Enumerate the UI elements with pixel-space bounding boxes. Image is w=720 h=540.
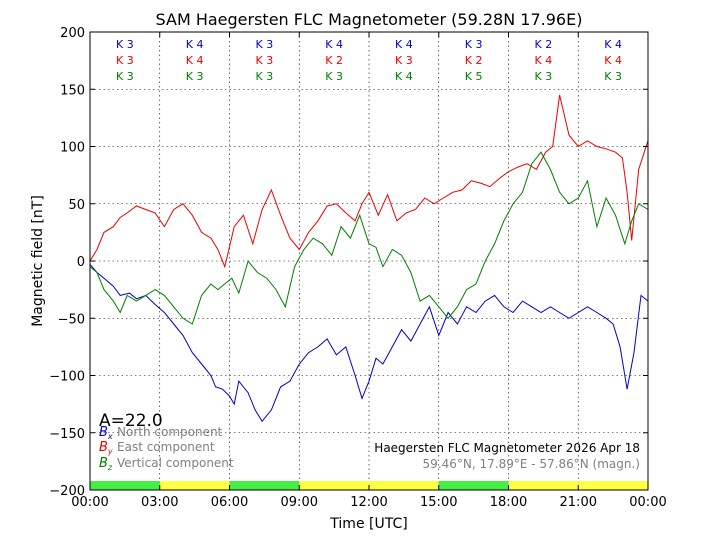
legend-entry-vertical: Bz Vertical component	[99, 456, 234, 472]
k-index-label: K 4	[535, 54, 553, 67]
y-tick-label: 50	[68, 198, 85, 213]
y-tick-label: −200	[49, 484, 85, 499]
chart-title: SAM Haegersten FLC Magnetometer (59.28N …	[156, 10, 583, 29]
y-tick-label: −150	[49, 427, 85, 442]
y-tick-label: 100	[60, 141, 85, 156]
gridlines	[90, 32, 648, 490]
k-index-label: K 4	[186, 54, 204, 67]
legend-label: East component	[117, 440, 215, 454]
k-index-label: K 3	[116, 54, 134, 67]
legend-entry-north: Bx North component	[99, 425, 223, 441]
y-tick-label: 0	[77, 255, 85, 270]
k-index-label: K 3	[256, 54, 274, 67]
k-index-label: K 3	[535, 70, 553, 83]
k-index-label: K 2	[535, 38, 553, 51]
legend-label: Vertical component	[117, 456, 234, 470]
k-index-label: K 4	[604, 38, 622, 51]
k-index-label: K 4	[604, 54, 622, 67]
data-series	[89, 94, 649, 423]
activity-band-segment	[369, 481, 439, 490]
k-index-label: K 3	[256, 38, 274, 51]
activity-band	[90, 481, 648, 490]
y-tick-label: −50	[58, 312, 85, 327]
k-index-label: K 3	[116, 70, 134, 83]
k-index-table: K 3 K 4 K 3 K 4 K 4 K 3 K 2 K 4 K 3 K 4 K 3 K 2 K 3 K…	[116, 38, 622, 83]
x-tick-label: 00:00	[71, 495, 108, 510]
x-tick-label: 00:00	[629, 495, 666, 510]
k-index-label: K 5	[465, 70, 483, 83]
legend-label: North component	[117, 425, 223, 439]
legend: Bx North component By East component Bz …	[99, 425, 234, 472]
x-tick-label: 03:00	[141, 495, 178, 510]
k-index-label: K 4	[395, 38, 413, 51]
series-line-vertical-component	[89, 151, 649, 325]
legend-symbol: By	[99, 440, 113, 456]
y-tick-label: 150	[60, 83, 85, 98]
x-tick-label: 09:00	[281, 495, 318, 510]
activity-band-segment	[229, 481, 300, 490]
activity-band-segment	[299, 481, 369, 490]
y-tick-label: −100	[49, 370, 85, 385]
x-tick-label: 15:00	[420, 495, 457, 510]
x-tick-label: 12:00	[350, 495, 387, 510]
legend-symbol: Bx	[99, 425, 113, 441]
y-axis-label: Magnetic field [nT]	[30, 195, 46, 327]
station-label: Haegersten FLC Magnetometer 2026 Apr 18	[374, 441, 640, 455]
x-axis-ticks: 00:00 03:00 06:00 09:00 12:00 15:00 18:00 21:00…	[71, 32, 667, 510]
x-tick-label: 18:00	[490, 495, 527, 510]
activity-band-segment	[90, 481, 160, 490]
k-index-label: K 3	[325, 70, 343, 83]
k-index-label: K 3	[256, 70, 274, 83]
activity-band-segment	[438, 481, 509, 490]
activity-band-segment	[508, 481, 579, 490]
station-coords: 59.46°N, 17.89°E - 57.86°N (magn.)	[423, 457, 640, 471]
y-tick-label: 200	[60, 26, 85, 41]
activity-band-segment	[159, 481, 230, 490]
x-tick-label: 06:00	[211, 495, 248, 510]
series-line-north-component	[89, 264, 649, 423]
a-index-label: A=22.0	[99, 411, 163, 431]
k-index-label: K 4	[186, 38, 204, 51]
x-tick-label: 21:00	[560, 495, 597, 510]
legend-symbol: Bz	[99, 456, 113, 472]
k-index-label: K 4	[395, 70, 413, 83]
series-line-east-component	[89, 94, 649, 269]
k-index-label: K 2	[465, 54, 483, 67]
y-axis-ticks: −200 −150 −100 −50 0 50 100 150 200	[49, 26, 648, 499]
k-index-label: K 3	[604, 70, 622, 83]
x-axis-label: Time [UTC]	[329, 516, 407, 532]
k-index-label: K 3	[186, 70, 204, 83]
k-index-label: K 2	[325, 54, 343, 67]
legend-entry-east: By East component	[99, 440, 215, 456]
k-index-label: K 3	[116, 38, 134, 51]
k-index-label: K 3	[395, 54, 413, 67]
activity-band-segment	[578, 481, 648, 490]
k-index-label: K 3	[465, 38, 483, 51]
k-index-label: K 4	[325, 38, 343, 51]
